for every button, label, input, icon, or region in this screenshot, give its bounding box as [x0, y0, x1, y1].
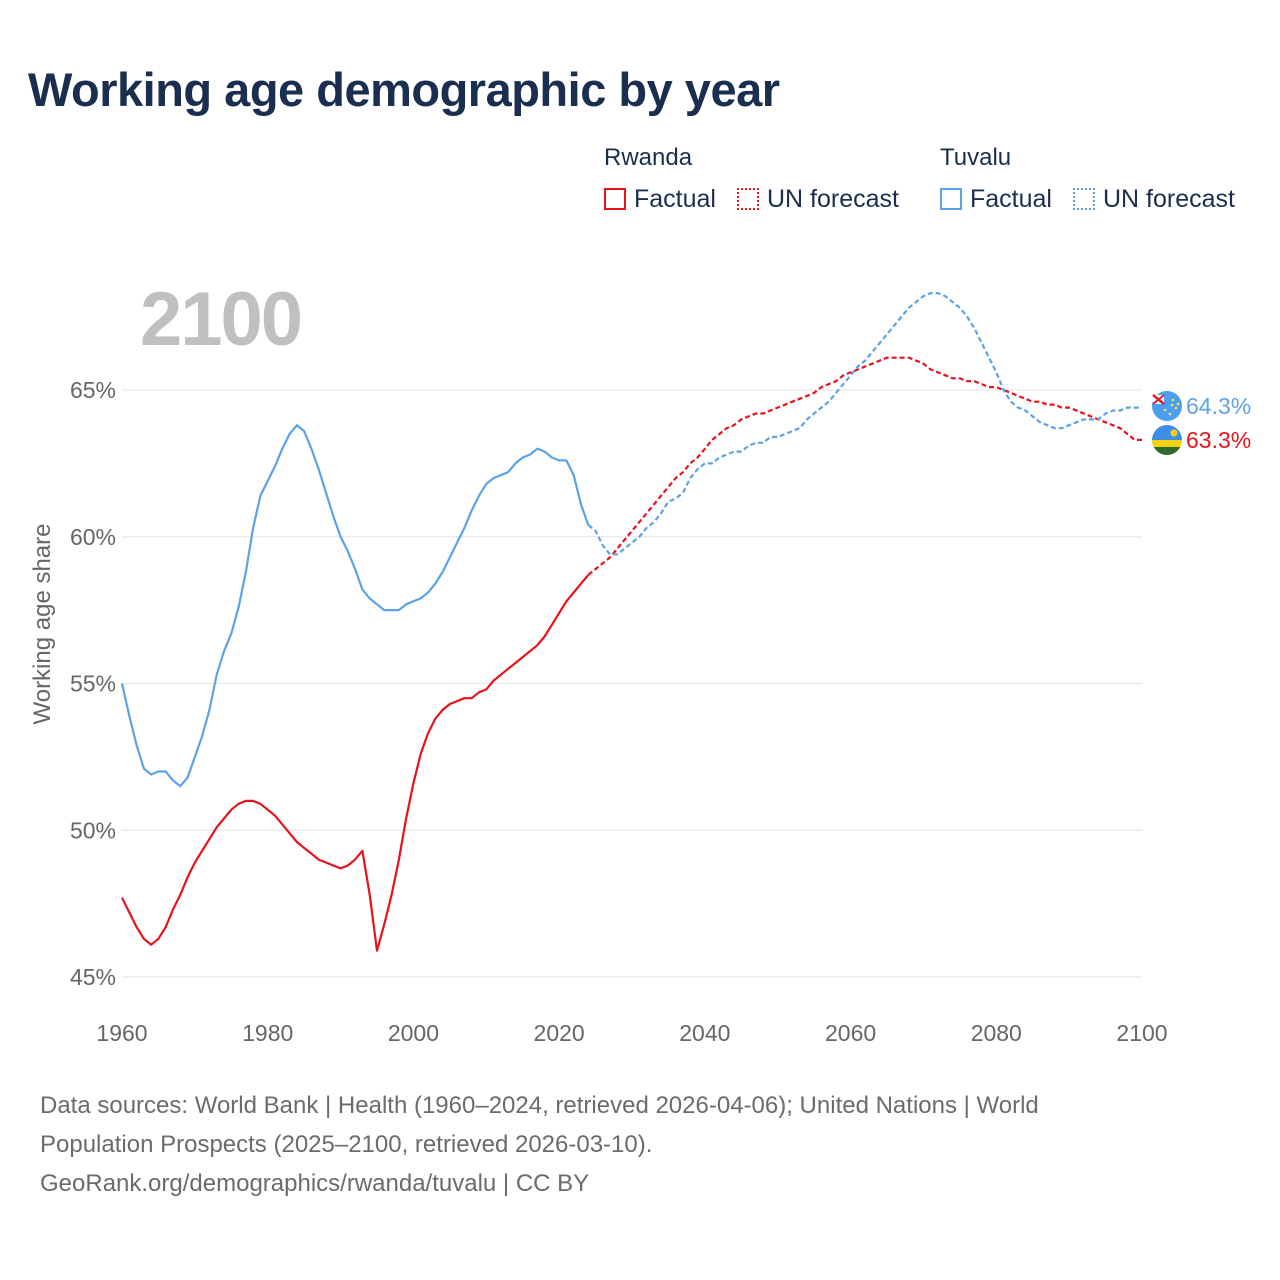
chart-title: Working age demographic by year	[28, 63, 780, 116]
legend-group-tuvalu: Tuvalu	[940, 144, 1012, 171]
x-tick-label: 2000	[388, 1020, 439, 1046]
tuvalu-factual-line[interactable]	[120, 424, 590, 788]
legend-tuvalu-factual[interactable]: Factual	[940, 184, 1052, 214]
footer: Data sources: World Bank | Health (1960–…	[40, 1086, 1160, 1203]
line-chart: 45% 50% 55% 60% 65% 1960 1980 2000 2020 2040 2060 2…	[70, 292, 1251, 1046]
legend-label: UN forecast	[767, 184, 899, 213]
legend-rwanda-factual[interactable]: Factual	[604, 184, 716, 214]
footer-source-line-2: Population Prospects (2025–2100, retriev…	[40, 1131, 653, 1158]
legend-label: Factual	[970, 184, 1052, 213]
legend-rwanda-forecast[interactable]: UN forecast	[737, 184, 899, 214]
tuvalu-end-value: 64.3%	[1186, 393, 1251, 419]
x-tick-label: 2100	[1116, 1020, 1167, 1046]
footer-attribution: GeoRank.org/demographics/rwanda/tuvalu |…	[40, 1170, 590, 1197]
x-tick-label: 1960	[96, 1020, 147, 1046]
legend-dotted-swatch	[1073, 188, 1095, 210]
x-tick-label: 2060	[825, 1020, 876, 1046]
current-year-watermark: 2100	[140, 277, 303, 362]
y-tick-label: 45%	[70, 964, 116, 990]
rwanda-forecast-line[interactable]	[587, 356, 1142, 576]
x-tick-label: 2040	[679, 1020, 730, 1046]
y-tick-label: 55%	[70, 671, 116, 697]
y-tick-label: 65%	[70, 377, 116, 403]
x-tick-label: 2020	[534, 1020, 585, 1046]
legend-label: Factual	[634, 184, 716, 213]
rwanda-end-value: 63.3%	[1186, 427, 1251, 453]
legend-solid-swatch	[940, 188, 962, 210]
tuvalu-flag-icon	[1152, 391, 1182, 421]
legend-solid-swatch	[604, 188, 626, 210]
x-tick-label: 2080	[971, 1020, 1022, 1046]
footer-source-line-1: Data sources: World Bank | Health (1960–…	[40, 1092, 1039, 1119]
x-tick-label: 1980	[242, 1020, 293, 1046]
y-tick-label: 60%	[70, 524, 116, 550]
legend-tuvalu-forecast[interactable]: UN forecast	[1073, 184, 1235, 214]
legend-dotted-swatch	[737, 188, 759, 210]
rwanda-flag-icon	[1152, 425, 1182, 455]
y-tick-label: 50%	[70, 817, 116, 843]
tuvalu-forecast-line[interactable]	[587, 292, 1142, 556]
rwanda-factual-line[interactable]	[121, 574, 590, 952]
legend-label: UN forecast	[1103, 184, 1235, 213]
legend-group-rwanda: Rwanda	[604, 144, 693, 171]
